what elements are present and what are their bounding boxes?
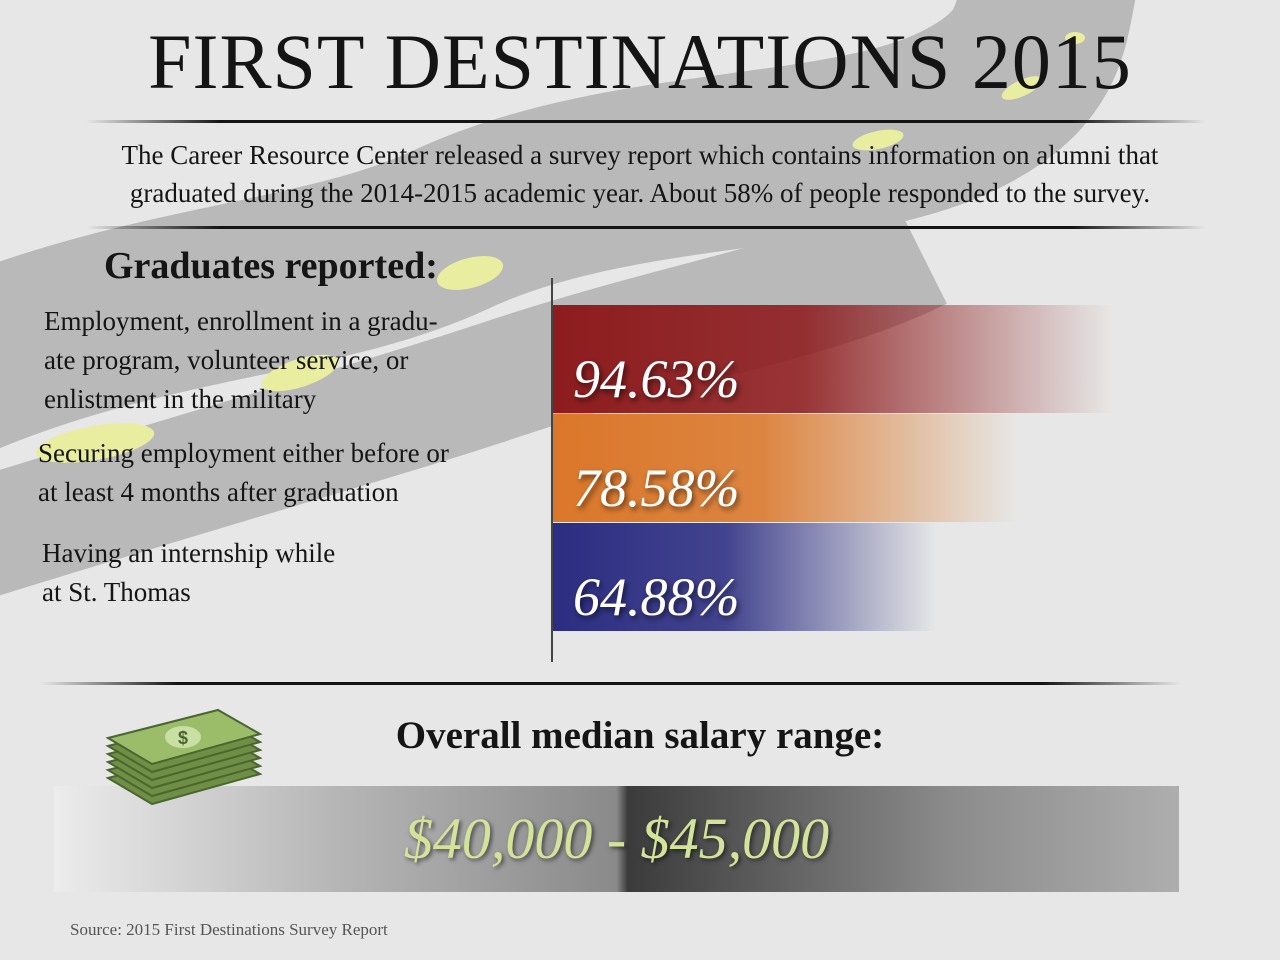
category-label-line: at least 4 months after graduation bbox=[38, 477, 399, 507]
bar-chart: 94.63% 78.58% 64.88% bbox=[553, 305, 1112, 631]
intro-line-2: graduated during the 2014-2015 academic … bbox=[129, 178, 1151, 208]
category-label-line: enlistment in the military bbox=[44, 384, 317, 414]
road-marking bbox=[1065, 32, 1085, 44]
money-stack-icon: $ bbox=[105, 708, 263, 806]
section-divider bbox=[40, 682, 1180, 685]
svg-text:$: $ bbox=[178, 728, 188, 748]
bar-securing-employment bbox=[553, 414, 1017, 522]
category-label-line: Employment, enrollment in a gradu- bbox=[44, 306, 438, 336]
bar-internship bbox=[553, 523, 936, 631]
source-note: Source: 2015 First Destinations Survey R… bbox=[70, 920, 388, 939]
bar-value-label-internship: 64.88% bbox=[573, 567, 739, 627]
road-marking bbox=[436, 256, 504, 290]
category-label-line: ate program, volunteer service, or bbox=[44, 345, 409, 375]
road-marking bbox=[35, 423, 155, 463]
intro-text: The Career Resource Center released a su… bbox=[0, 136, 1280, 212]
category-label-internship: Having an internship while at St. Thomas bbox=[42, 534, 335, 612]
title-divider bbox=[86, 120, 1206, 123]
salary-band: $40,000 - $45,000 bbox=[54, 786, 1179, 892]
category-label-securing-employment: Securing employment either before or at … bbox=[38, 434, 449, 512]
category-label-line: Securing employment either before or bbox=[38, 438, 449, 468]
page-title: FIRST DESTINATIONS 2015 bbox=[148, 18, 1132, 105]
category-label-line: Having an internship while bbox=[42, 538, 336, 568]
salary-range-value: $40,000 - $45,000 bbox=[403, 806, 830, 871]
chart-axis-line bbox=[551, 278, 553, 662]
bar-employment-enrollment bbox=[553, 305, 1112, 413]
intro-line-1: The Career Resource Center released a su… bbox=[121, 140, 1159, 170]
category-label-line: at St. Thomas bbox=[42, 577, 191, 607]
category-label-employment-enrollment: Employment, enrollment in a gradu- ate p… bbox=[44, 302, 438, 419]
graduates-heading: Graduates reported: bbox=[104, 245, 438, 287]
road-marking bbox=[852, 129, 904, 151]
bar-value-label-securing-employment: 78.58% bbox=[573, 458, 739, 518]
salary-heading: Overall median salary range: bbox=[395, 714, 885, 757]
intro-divider bbox=[86, 226, 1206, 229]
bar-value-label-employment-enrollment: 94.63% bbox=[573, 349, 739, 409]
road-marking bbox=[261, 354, 339, 392]
road-marking bbox=[1001, 76, 1043, 100]
